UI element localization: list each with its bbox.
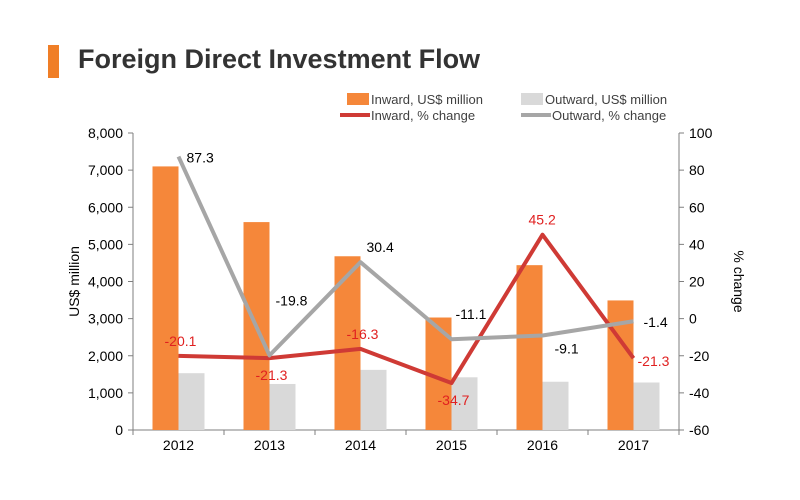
label-inward-change-2017: -21.3	[638, 353, 670, 369]
label-outward-change-2015: -11.1	[456, 306, 487, 322]
right-tick-label: -40	[689, 385, 709, 401]
x-tick-label: 2016	[527, 437, 558, 453]
x-tick-label: 2015	[436, 437, 467, 453]
bar-outward-2017	[633, 382, 660, 430]
label-inward-change-2016: 45.2	[529, 212, 556, 228]
left-tick-label: 1,000	[88, 385, 123, 401]
bar-inward-2016	[516, 265, 543, 430]
right-tick-label: -20	[689, 348, 709, 364]
right-tick-label: 20	[689, 274, 705, 290]
legend-inward-bar-swatch	[347, 93, 369, 105]
label-inward-change-2012: -20.1	[165, 333, 197, 349]
right-tick-label: 60	[689, 199, 705, 215]
label-inward-change-2013: -21.3	[256, 367, 288, 383]
left-tick-label: 0	[115, 422, 123, 438]
right-tick-label: 0	[689, 311, 697, 327]
left-tick-label: 2,000	[88, 348, 123, 364]
label-outward-change-2016: -9.1	[555, 341, 579, 357]
right-tick-label: 40	[689, 236, 705, 252]
x-tick-label: 2017	[618, 437, 649, 453]
y-axis-title: US$ million	[66, 246, 82, 317]
left-tick-label: 7,000	[88, 162, 123, 178]
right-tick-label: 100	[689, 125, 713, 141]
x-tick-label: 2012	[163, 437, 194, 453]
left-tick-label: 3,000	[88, 311, 123, 327]
bar-outward-2015	[451, 377, 478, 430]
label-outward-change-2017: -1.4	[644, 314, 668, 330]
bar-outward-2016	[542, 381, 569, 430]
line-outward-change	[176, 155, 634, 358]
title-accent-bar	[48, 45, 59, 78]
left-tick-label: 5,000	[88, 236, 123, 252]
left-tick-label: 6,000	[88, 199, 123, 215]
y2-axis-title: % change	[731, 250, 747, 312]
legend-outward-bar-swatch	[521, 93, 543, 105]
x-tick-label: 2014	[345, 437, 376, 453]
legend-inward-bar-label: Inward, US$ million	[371, 92, 483, 107]
legend-outward-bar-label: Outward, US$ million	[545, 92, 667, 107]
label-inward-change-2015: -34.7	[438, 392, 470, 408]
line-inward-change	[178, 232, 636, 386]
left-tick-label: 8,000	[88, 125, 123, 141]
bar-outward-2012	[178, 373, 205, 430]
right-tick-label: -60	[689, 422, 709, 438]
bar-outward-2014	[360, 369, 387, 430]
chart-title: Foreign Direct Investment Flow	[78, 44, 481, 74]
label-inward-change-2014: -16.3	[347, 326, 379, 342]
right-tick-label: 80	[689, 162, 705, 178]
bar-outward-2013	[269, 383, 296, 430]
legend-outward-line-label: Outward, % change	[552, 108, 666, 123]
bar-inward-2012	[152, 166, 179, 430]
left-tick-label: 4,000	[88, 274, 123, 290]
label-outward-change-2014: 30.4	[367, 239, 394, 255]
label-outward-change-2013: -19.8	[276, 292, 308, 308]
legend-inward-line-label: Inward, % change	[371, 108, 475, 123]
label-outward-change-2012: 87.3	[187, 150, 214, 166]
x-tick-label: 2013	[254, 437, 285, 453]
